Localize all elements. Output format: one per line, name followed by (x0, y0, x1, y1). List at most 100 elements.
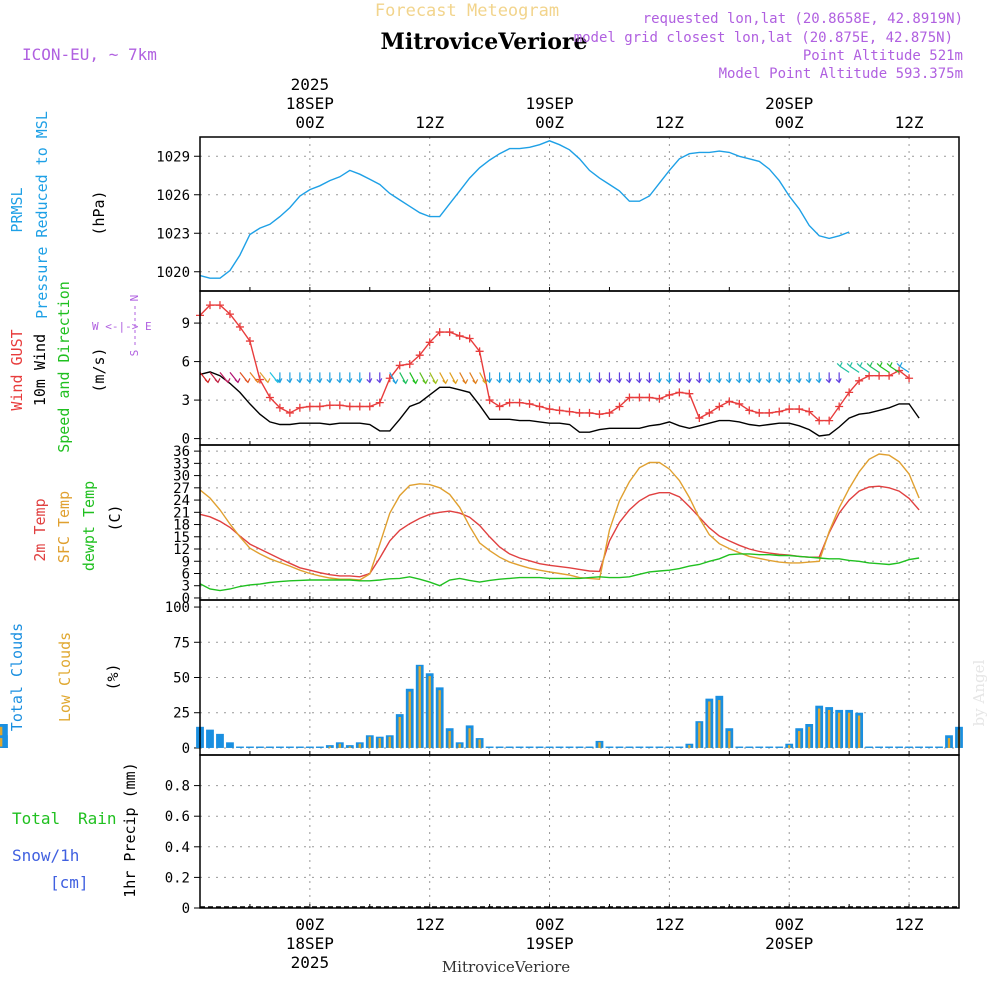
y-tick-label: 18 (173, 518, 190, 534)
gust-marker (225, 310, 234, 319)
top-time-label: 12Z (895, 113, 924, 132)
total-cloud-bar (775, 746, 784, 748)
low-cloud-bar (378, 738, 381, 748)
gust-marker (395, 361, 404, 370)
top-time-label: 18SEP (286, 94, 334, 113)
wind-arrow (815, 372, 822, 384)
gust-marker (655, 394, 664, 403)
wind-arrow (459, 372, 469, 385)
wind-arrow (725, 372, 732, 384)
panel-frame (199, 136, 960, 292)
snow-unit: [cm] (50, 873, 89, 892)
gust-marker (735, 399, 744, 408)
gust-marker (315, 402, 324, 411)
wind-arrow (326, 372, 333, 384)
wind-arrow (876, 362, 890, 373)
wind-unit: (m/s) (90, 347, 108, 392)
wind-arrow (566, 372, 573, 384)
total-cloud-bar (735, 746, 744, 748)
low-cloud-bar (598, 742, 601, 748)
total-cloud-bar (515, 746, 524, 748)
total-cloud-bar (875, 746, 884, 748)
wind-arrow (635, 372, 642, 384)
total-cloud-bar (565, 746, 574, 748)
temp-unit: (C) (106, 504, 124, 531)
gust-marker (405, 360, 414, 369)
wind-arrow (596, 372, 603, 384)
wind-arrow (785, 372, 792, 384)
wind-arrow (835, 372, 842, 384)
y-tick-label: 33 (173, 456, 190, 472)
top-time-label: 00Z (535, 113, 564, 132)
wind-arrow (856, 362, 870, 373)
location-title: MitroviceVeriore (381, 29, 588, 55)
pressure-label-2: Pressure Reduced to MSL (33, 111, 51, 319)
series-wind-gust (199, 304, 910, 422)
wind-arrow (795, 372, 802, 384)
total-cloud-bar (665, 746, 674, 748)
wind-arrow (616, 372, 622, 384)
wind-arrow (936, 372, 941, 382)
wind-arrow (429, 372, 439, 385)
gust-label: Wind GUST (8, 329, 26, 410)
model-altitude: Model Point Altitude 593.375m (719, 66, 963, 82)
precip-labels: Total Rain Snow/1h [cm] 1hr Precip (mm) (12, 762, 139, 897)
gust-marker (275, 403, 284, 412)
gust-marker (675, 388, 684, 397)
gust-marker (845, 388, 854, 397)
wind-arrow (306, 372, 313, 384)
total-cloud-bar (256, 746, 264, 748)
wind-arrow (286, 372, 293, 384)
gust-marker (785, 405, 794, 414)
series-prmsl (199, 140, 850, 279)
top-time-label: 2025 (291, 75, 330, 94)
wind-arrow (886, 362, 900, 373)
wind-arrow (376, 372, 383, 384)
gust-marker (585, 408, 594, 417)
wind-arrow (259, 372, 271, 384)
total-cloud-bar (585, 746, 594, 748)
wind-arrow (916, 372, 921, 382)
rain-label: Rain (78, 809, 117, 828)
gust-marker (295, 403, 304, 412)
wind-arrow (665, 372, 672, 384)
compass-n: N (128, 295, 141, 302)
wind-arrow (506, 372, 513, 384)
panels: 1020102310261029036903691215182124273033… (0, 136, 963, 917)
wind-arrow (229, 372, 241, 384)
bottom-time-label: 19SEP (525, 934, 573, 953)
y-tick-label: 0.8 (165, 779, 190, 795)
wind-arrow (715, 372, 722, 384)
gust-marker (575, 408, 584, 417)
gust-marker (515, 398, 524, 407)
y-tick-label: 24 (173, 493, 190, 509)
total-label: Total (12, 809, 60, 828)
gust-marker (885, 371, 894, 380)
series-dewpt-temp (199, 553, 920, 592)
wind-arrow (249, 372, 261, 384)
wind-arrow (479, 372, 489, 385)
gust-marker (565, 407, 574, 416)
low-cloud-bar (468, 728, 471, 748)
wind-arrow (655, 372, 662, 384)
wind-arrow (209, 372, 221, 384)
gust-marker (415, 351, 424, 360)
wind-arrow (896, 362, 910, 373)
total-cloud-bar (545, 746, 554, 748)
wind-arrow (586, 372, 593, 384)
panel-frame (199, 754, 960, 909)
total-cloud-bar (246, 746, 254, 748)
low-cloud-bar (368, 736, 371, 748)
wind-arrow (556, 372, 563, 384)
wind-arrow (946, 372, 951, 382)
low-cloud-bar (0, 738, 3, 748)
total-cloud-bar (635, 746, 644, 748)
gust-marker (755, 408, 764, 417)
total-cloud-bar (525, 746, 534, 748)
low-cloud-bar (388, 736, 391, 748)
gust-marker (745, 406, 754, 415)
top-time-label: 00Z (295, 113, 324, 132)
gust-marker (435, 328, 444, 337)
wind-arrow (409, 372, 419, 385)
total-cloud-bar (755, 746, 764, 748)
